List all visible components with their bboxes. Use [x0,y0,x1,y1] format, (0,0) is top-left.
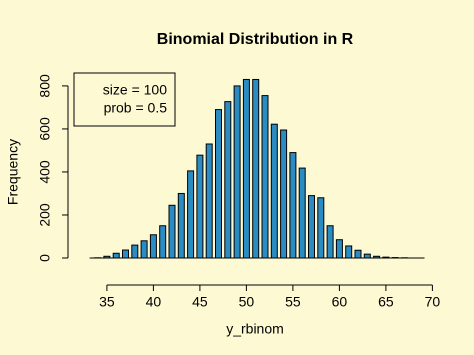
bar [205,143,213,259]
x-tick-label: 50 [239,294,255,310]
y-tick-label: 200 [37,203,53,227]
x-tick-label: 55 [285,294,301,310]
bar [233,85,241,259]
legend-box [73,72,176,127]
bar [103,255,111,259]
bar [363,253,371,259]
x-tick-label: 60 [332,294,348,310]
y-axis-label: Frequency [5,139,21,205]
x-tick-label: 35 [99,294,115,310]
bar [168,204,176,259]
bar [317,197,325,259]
bar [308,195,315,259]
bar [187,170,195,259]
legend-text: prob = 0.5 [104,100,168,116]
bar [112,252,120,259]
bar [335,239,343,259]
chart-title: Binomial Distribution in R [157,31,354,48]
bar [298,167,306,259]
x-tick-label: 65 [378,294,394,310]
bar [354,249,362,259]
bar [345,245,353,259]
bar [382,256,390,259]
y-tick-label: 400 [37,160,53,184]
y-tick-label: 600 [37,117,53,141]
x-tick-label: 40 [146,294,162,310]
y-tick-label: 0 [37,254,53,262]
bar [270,123,278,259]
bar [122,249,129,259]
bar [242,78,250,259]
bar [149,234,157,259]
bar [131,244,139,259]
x-tick-label: 45 [192,294,208,310]
bar [280,129,288,259]
bar [196,154,204,259]
x-axis-label: y_rbinom [226,321,284,337]
bar [289,152,297,259]
bar [177,192,185,259]
bar [326,225,334,259]
bar [215,109,222,259]
y-tick-label: 800 [37,74,53,98]
bar [140,240,148,259]
x-tick-label: 70 [425,294,441,310]
legend-text: size = 100 [103,82,167,98]
bar [373,255,381,259]
bar [224,101,232,259]
bar [261,95,269,259]
bar [252,78,260,259]
bar [159,225,167,259]
